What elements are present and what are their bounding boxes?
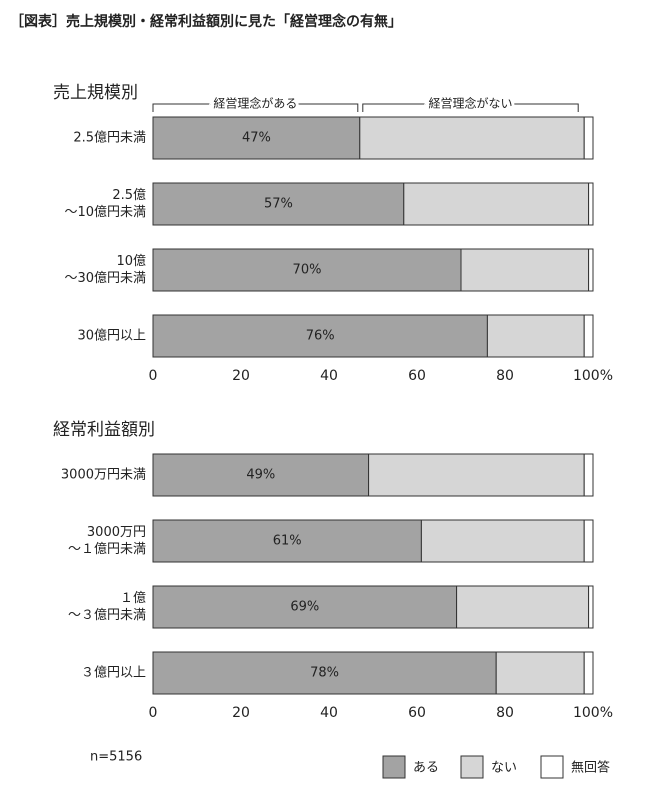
bracket: [362, 103, 579, 112]
bar-segment: [456, 585, 590, 629]
value-label: 69%: [290, 600, 319, 615]
x-tick-label: 0: [149, 368, 158, 384]
x-tick-label: 40: [320, 368, 338, 384]
y-tick-label: ３億円以上: [80, 665, 146, 681]
bar-segment: [152, 182, 405, 226]
x-tick-label: 60: [408, 368, 426, 384]
x-tick-label: 80: [496, 368, 514, 384]
bar-segment: [583, 314, 594, 358]
bar-segment: [152, 453, 370, 497]
bracket: [152, 103, 359, 112]
y-tick-label: １億 ～３億円未満: [67, 591, 146, 623]
value-label: 78%: [310, 666, 339, 681]
bracket-label: 経営理念がない: [428, 96, 512, 111]
y-tick-label: 3000万円 ～１億円未満: [67, 525, 146, 557]
y-tick-label: 30億円以上: [77, 328, 146, 344]
bar-segment: [583, 453, 594, 497]
x-tick-label: 20: [232, 368, 250, 384]
bar-segment: [460, 248, 590, 292]
legend-swatch: [540, 755, 564, 779]
x-tick-label: 40: [320, 705, 338, 721]
value-label: 57%: [264, 197, 293, 212]
x-tick-label: 20: [232, 705, 250, 721]
x-tick-label: 100%: [573, 705, 613, 721]
legend-swatch: [382, 755, 406, 779]
legend-label: 無回答: [571, 760, 610, 776]
bar-segment: [152, 116, 361, 160]
value-label: 70%: [293, 263, 322, 278]
value-label: 61%: [273, 534, 302, 549]
bar-segment: [152, 314, 488, 358]
bar-segment: [583, 519, 594, 563]
y-tick-label: 10億 ～30億円未満: [64, 254, 146, 286]
chart-title: 経常利益額別: [53, 420, 155, 440]
bar-segment: [359, 116, 585, 160]
value-label: 76%: [306, 329, 335, 344]
bar-segment: [368, 453, 585, 497]
note: n=5156: [90, 750, 142, 765]
page-title: ［図表］売上規模別・経常利益額別に見た「経営理念の有無」: [10, 13, 402, 30]
bar-segment: [152, 585, 458, 629]
value-label: 49%: [246, 468, 275, 483]
legend-label: ない: [491, 761, 517, 776]
chart-title: 売上規模別: [53, 83, 138, 103]
bar-segment: [152, 651, 497, 695]
bar-segment: [588, 248, 594, 292]
bracket-label: 経営理念がある: [213, 96, 297, 111]
legend-label: ある: [413, 761, 439, 776]
bar-segment: [403, 182, 590, 226]
y-tick-label: 3000万円未満: [60, 467, 146, 483]
bar-segment: [152, 248, 462, 292]
bar-segment: [420, 519, 585, 563]
value-label: 47%: [242, 131, 271, 146]
legend-swatch: [460, 755, 484, 779]
bar-segment: [583, 116, 594, 160]
x-tick-label: 60: [408, 705, 426, 721]
x-tick-label: 0: [149, 705, 158, 721]
y-tick-label: 2.5億 ～10億円未満: [64, 188, 146, 220]
bar-segment: [588, 585, 594, 629]
y-tick-label: 2.5億円未満: [73, 130, 146, 146]
x-tick-label: 100%: [573, 368, 613, 384]
bar-segment: [486, 314, 585, 358]
bar-segment: [495, 651, 585, 695]
x-tick-label: 80: [496, 705, 514, 721]
bar-segment: [583, 651, 594, 695]
bar-segment: [588, 182, 594, 226]
